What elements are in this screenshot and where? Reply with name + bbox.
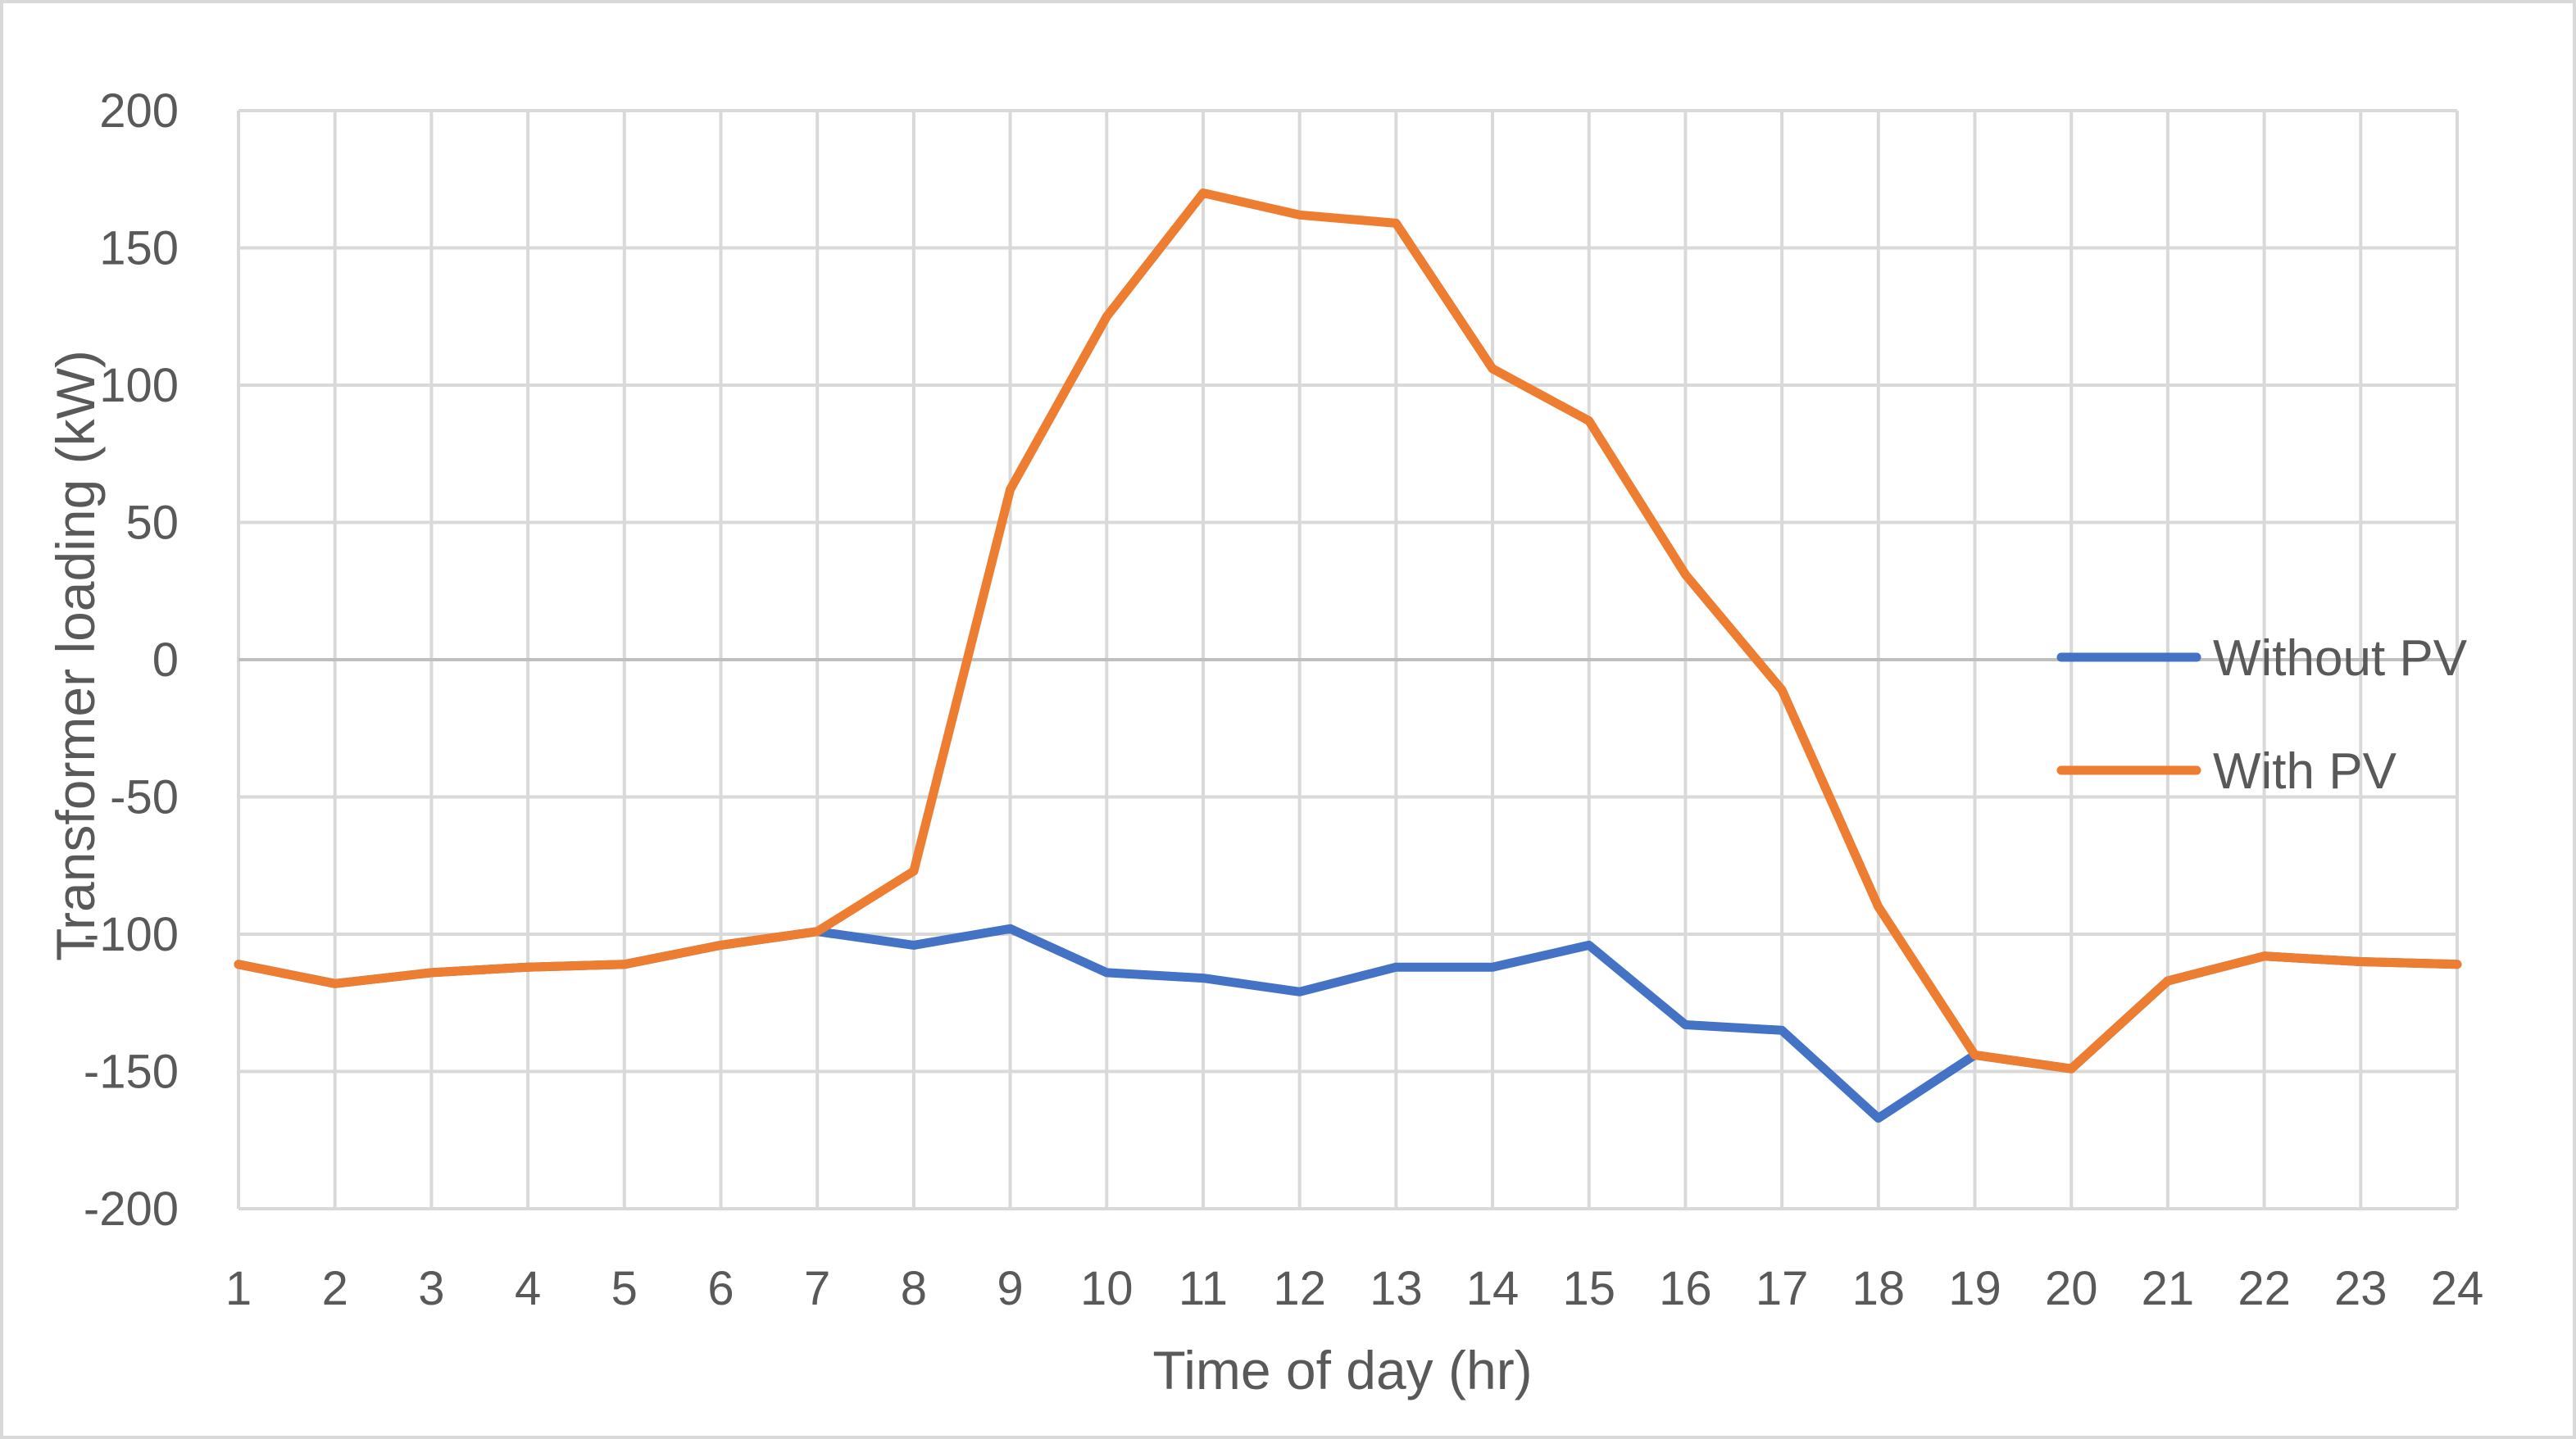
y-tick-label: -200 [84,1183,179,1236]
x-tick-label: 14 [1466,1262,1520,1315]
legend-label-without-pv: Without PV [2213,630,2468,687]
x-tick-label: 3 [418,1262,444,1315]
x-tick-label: 6 [707,1262,734,1315]
x-tick-label: 11 [1179,1262,1228,1315]
x-tick-label: 15 [1562,1262,1615,1315]
x-tick-label: 2 [322,1262,348,1315]
x-tick-label: 20 [2045,1262,2098,1315]
y-tick-label: 150 [99,222,179,275]
x-tick-label: 7 [804,1262,830,1315]
x-tick-label: 18 [1852,1262,1906,1315]
y-axis-ticks: 200 150 100 50 0 -50 -100 -150 -200 [84,84,179,1236]
y-tick-label: -50 [110,771,179,824]
y-tick-label: -100 [84,908,179,961]
x-tick-label: 16 [1659,1262,1712,1315]
x-tick-label: 10 [1080,1262,1134,1315]
x-tick-label: 17 [1756,1262,1809,1315]
y-tick-label: 200 [99,84,179,138]
x-tick-label: 8 [901,1262,927,1315]
x-tick-label: 13 [1370,1262,1423,1315]
series-lines [234,188,2462,1123]
x-tick-label: 19 [1948,1262,2001,1315]
x-tick-label: 12 [1273,1262,1326,1315]
x-tick-label: 23 [2334,1262,2387,1315]
y-tick-label: 50 [125,497,179,550]
y-tick-label: -150 [84,1046,179,1099]
x-tick-label: 1 [225,1262,252,1315]
y-tick-label: 100 [99,359,179,412]
x-axis-ticks: 1 2 3 4 5 6 7 8 9 10 11 12 13 14 15 16 17 18 19 20 21 22 23 24 [225,1262,2483,1315]
x-tick-label: 9 [997,1262,1023,1315]
legend-label-with-pv: With PV [2213,743,2397,800]
x-tick-label: 24 [2431,1262,2484,1315]
x-tick-label: 4 [515,1262,541,1315]
x-tick-label: 5 [611,1262,638,1315]
series-line-with-pv [234,188,2462,1074]
x-tick-label: 22 [2238,1262,2291,1315]
legend: Without PV With PV [2056,630,2468,800]
gridlines [237,109,2459,1210]
y-tick-label: 0 [152,633,179,687]
x-tick-label: 21 [2142,1262,2195,1315]
y-axis-title: Transformer loading (kW) [45,350,106,961]
x-axis-title: Time of day (hr) [1152,1340,1532,1400]
